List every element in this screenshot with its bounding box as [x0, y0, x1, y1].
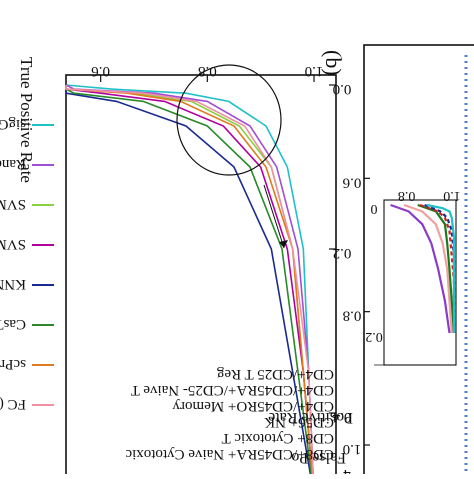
panel-b-legend-label: SVM-rbf (AUC=0.97 [0, 236, 26, 252]
panel-b-series-line [65, 85, 315, 479]
panel-b-y-tick-label: 1.0 [305, 63, 324, 79]
panel-b-label: (b) [321, 50, 346, 76]
panel-a-inset-y-tick-label: 0.8 [398, 188, 416, 203]
panel-a-edge-tick: 4 [343, 466, 351, 474]
panel-a-legend-label: CD56+ NK [264, 414, 334, 430]
panel-a-x-ticks: 0.6 0.8 1.0 [342, 174, 370, 457]
panel-b-zoom-circle [176, 64, 282, 176]
panel-b-legend: sigGCN (AUC=0.987 RandomForest (AUC=0 SVM-… [0, 116, 54, 412]
panel-a-inset-x-tick-label: 0.2 [365, 329, 383, 344]
panel-b-x-tick-label: 0.4 [332, 409, 351, 425]
panel-a-inset-ticks: 0 0.2 0.8 1.0 [365, 188, 461, 344]
panel-a-legend-label: CD8+ Cytotoxic T [222, 430, 334, 446]
panel-a: 4 0.60.81.0 Positive Rate 00.20.8 1.0 CD4… [125, 44, 474, 479]
panel-b-legend-label: sigGCN (AUC=0.987 [0, 116, 26, 132]
panel-b-y-tick-label: 0.8 [198, 63, 217, 79]
panel-a-inset-series-line [426, 203, 456, 333]
panel-b-legend-label: KNN (AUC=0.9288, m [0, 276, 26, 292]
panel-a-inset-x-tick-label: 0 [371, 201, 378, 216]
panel-a-legend-label: CD8+/CD45RA+ Naive Cytotoxic [125, 446, 334, 462]
panel-a-inset-frame [383, 199, 457, 366]
panel-b-y-tick-label: 0.6 [91, 63, 110, 79]
panel-a-inset-series [390, 203, 456, 334]
panel-b-plot-frame [65, 74, 337, 479]
panel-b-x-axis-label: False Po [291, 449, 346, 466]
panel-b-legend-label: scPred (AUC=0.9662, i [0, 356, 26, 372]
panel-b-legend-label: RandomForest (AUC=0 [0, 156, 26, 172]
panel-a-x-tick-label: 0.6 [342, 174, 361, 190]
panel-b-zoom-arrow [263, 184, 285, 249]
panel-a-inset-series-line [403, 203, 453, 334]
panel-b-series-line [65, 84, 315, 479]
panel-a-inset-series-line [390, 203, 451, 334]
panel-a-inset-y-tick-label: 1.0 [443, 188, 461, 203]
panel-b-y-axis-label: True Positive Rate [17, 57, 36, 183]
panel-b-y-ticks: 1.0 0.8 0.6 [91, 63, 324, 82]
panel-a-plot-frame [363, 44, 474, 476]
panel-b-series-line [65, 85, 315, 479]
panel-a-legend-label: CD4+/CD45RO+ Memory [172, 398, 334, 414]
panel-b: (b) 1.00.80.6 True Positive Rate 0.00.20… [0, 50, 351, 479]
panel-a-legend-label: CD4+/CD45RA+/CD25- Naive T [131, 382, 334, 398]
panel-b-legend-label: SVM-linear (AUC=0. [0, 196, 26, 212]
panel-b-zoom-arrowhead [279, 240, 288, 248]
panel-a-x-tick-label: 1.0 [343, 441, 362, 457]
panel-b-x-ticks: 0.0 0.2 0.4 [329, 81, 351, 425]
panel-b-series-line [65, 85, 315, 479]
panel-b-x-tick-label: 0.2 [333, 245, 352, 261]
rotated-figure: (b) 1.00.80.6 True Positive Rate 0.00.20… [0, 44, 474, 479]
panel-b-x-tick-label: 0.0 [333, 81, 352, 97]
panel-a-x-axis-label: Positive Rate [268, 409, 353, 426]
panel-a-inset: 0 0.2 0.8 1.0 [365, 188, 461, 366]
panel-b-series [65, 84, 315, 479]
panel-b-legend-label: CasTLe (AUC=0.9406 [0, 316, 26, 332]
panel-b-legend-label: FC (AUC=0.972, m [0, 396, 26, 412]
panel-a-legend-label: CD4+/CD25 T Reg [216, 366, 334, 382]
panel-a-x-tick-label: 0.8 [343, 308, 362, 324]
